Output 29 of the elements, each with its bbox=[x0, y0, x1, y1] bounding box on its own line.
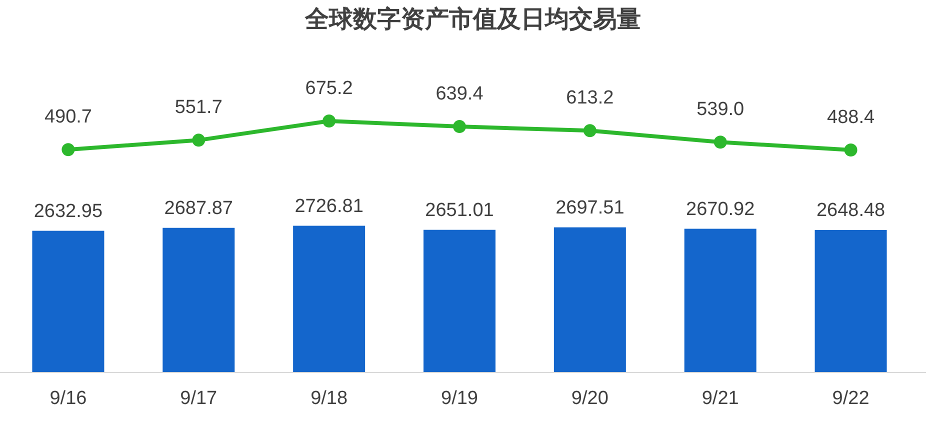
data-label: 2687.87 bbox=[164, 198, 233, 219]
point bbox=[714, 136, 727, 149]
data-label: 551.7 bbox=[174, 97, 222, 118]
x-tick-label: 9/20 bbox=[571, 388, 608, 409]
x-tick-label: 9/17 bbox=[180, 388, 218, 409]
data-label: 2670.92 bbox=[686, 198, 755, 220]
point bbox=[583, 124, 596, 138]
x-tick-label: 9/18 bbox=[310, 388, 348, 409]
point bbox=[62, 143, 75, 156]
x-tick-label: 9/22 bbox=[832, 388, 870, 409]
point bbox=[322, 114, 336, 128]
data-label: 2726.81 bbox=[294, 196, 364, 217]
point bbox=[844, 144, 858, 156]
x-tick-label: 9/19 bbox=[441, 388, 478, 409]
data-label: 2697.51 bbox=[556, 197, 624, 218]
x-tick-label: 9/16 bbox=[50, 388, 87, 409]
data-label: 675.2 bbox=[305, 78, 353, 99]
data-label: 488.4 bbox=[827, 107, 875, 128]
data-label: 639.4 bbox=[436, 84, 484, 105]
x-tick-label: 9/21 bbox=[702, 388, 739, 409]
data-label: 2632.95 bbox=[34, 200, 103, 222]
data-label: 539.0 bbox=[696, 99, 744, 120]
data-label: 2648.48 bbox=[816, 200, 886, 221]
point bbox=[453, 120, 466, 134]
chart-title: 全球数字资产市值及日均交易量 bbox=[304, 5, 641, 33]
data-label: 490.7 bbox=[44, 106, 92, 128]
data-label: 2651.01 bbox=[425, 200, 494, 221]
data-label: 613.2 bbox=[566, 88, 614, 109]
point bbox=[192, 134, 206, 147]
